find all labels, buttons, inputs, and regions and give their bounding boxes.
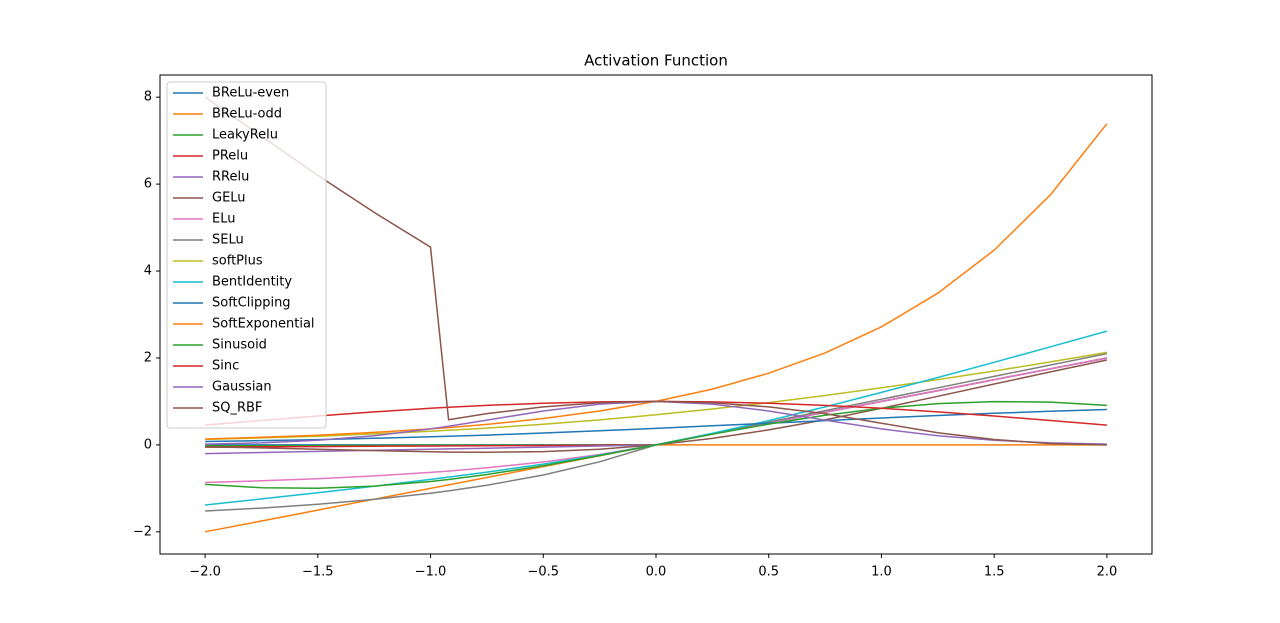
y-tick-label: −2 (133, 524, 152, 539)
x-tick-label: 1.0 (871, 565, 892, 580)
legend-label: LeakyRelu (212, 128, 278, 143)
legend-label: SoftExponential (212, 317, 315, 332)
series-line (204, 444, 1107, 533)
legend-label: PRelu (212, 149, 248, 164)
y-tick-label: 2 (144, 350, 152, 365)
legend-label: SELu (212, 233, 244, 248)
x-tick-label: 1.5 (984, 565, 1005, 580)
legend-label: SoftClipping (212, 296, 291, 311)
chart-title: Activation Function (584, 52, 728, 70)
x-tick-label: −1.5 (302, 565, 334, 580)
legend-label: BReLu-odd (212, 107, 282, 122)
x-tick-label: 0.0 (646, 565, 667, 580)
x-tick-label: −1.0 (415, 565, 447, 580)
y-tick-label: 8 (144, 90, 152, 105)
x-tick-label: 2.0 (1097, 565, 1118, 580)
legend-label: Sinc (212, 359, 239, 374)
legend-label: ELu (212, 212, 235, 227)
x-tick-label: −2.0 (189, 565, 221, 580)
legend-label: GELu (212, 191, 246, 206)
series-line (205, 400, 1107, 489)
series-line (205, 351, 1108, 441)
y-tick-label: 0 (144, 437, 152, 452)
series-line (205, 400, 1107, 426)
legend-label: BReLu-even (212, 86, 289, 101)
x-tick-label: −0.5 (527, 565, 559, 580)
legend-label: BentIdentity (212, 275, 292, 290)
series-line (204, 96, 1107, 446)
legend-box (166, 81, 327, 429)
y-tick-label: 4 (144, 264, 152, 279)
series-line (205, 408, 1107, 443)
legend-label: Sinusoid (212, 338, 267, 353)
legend-label: SQ_RBF (212, 401, 262, 416)
series-line (205, 123, 1108, 440)
series-line (205, 357, 1108, 484)
legend-label: RRelu (212, 170, 249, 185)
x-tick-label: 0.5 (758, 565, 779, 580)
series-line (205, 330, 1108, 506)
legend-label: Gaussian (212, 380, 272, 395)
y-tick-label: 6 (144, 177, 152, 192)
series-line (205, 352, 1108, 512)
series-line (205, 359, 1108, 454)
legend-label: softPlus (212, 254, 263, 269)
series-line (205, 400, 1107, 445)
